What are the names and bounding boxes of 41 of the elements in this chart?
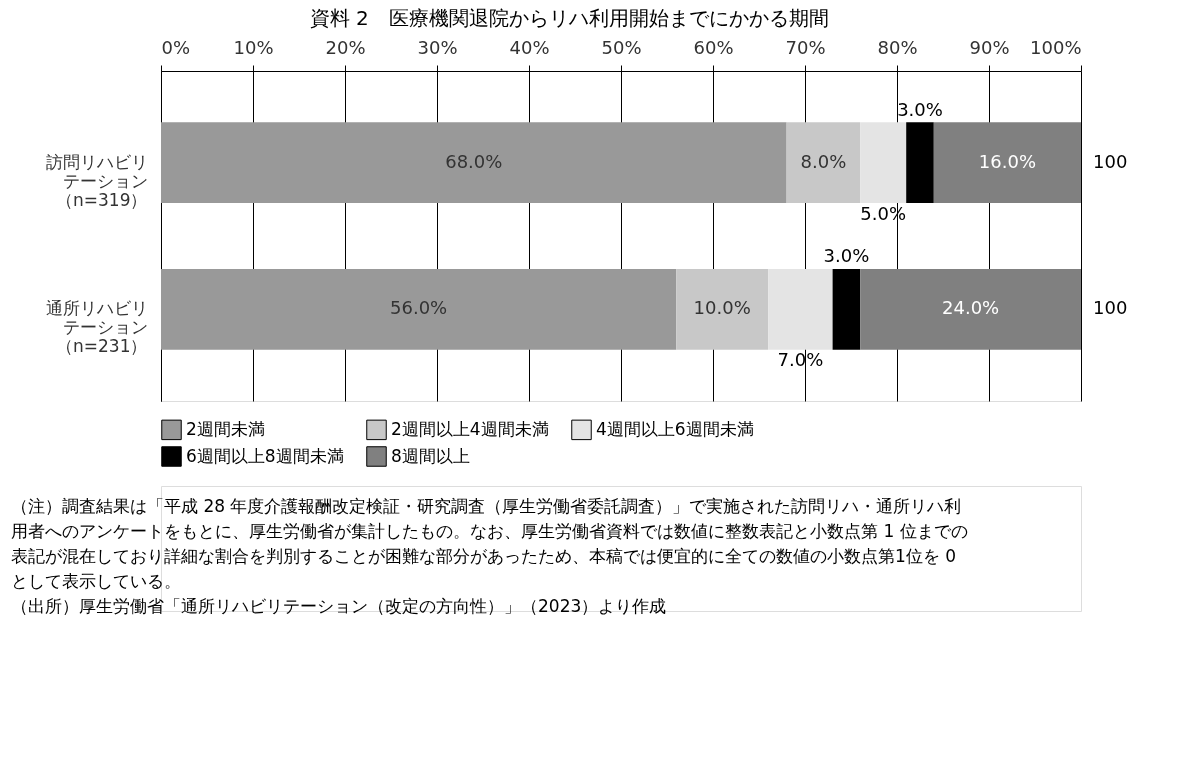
x-tick-label: 10%	[233, 36, 274, 58]
bar	[906, 122, 934, 203]
x-tick-label: 20%	[325, 36, 366, 58]
legend-label: 4週間以上6週間未満	[596, 418, 754, 439]
x-tick-label: 30%	[417, 36, 458, 58]
x-tick-label: 100%	[1030, 36, 1082, 58]
bar	[832, 269, 861, 350]
legend-label: 2週間以上4週間未満	[391, 418, 549, 439]
bar	[768, 269, 833, 350]
bar	[161, 122, 787, 203]
chart-title: 資料 2 医療機関退院からリハ利用開始までにかかる期間	[309, 5, 829, 30]
text: （注）調査結果は「平成 28 年度介護報酬改定検証・研究調査（厚生労働省委託調査）」で実施された訪問リハ・通所リハ利用者へのアンケートをもとに、厚生労働省が集計したもの。なお、厚生労働省資料では数値に整数表記と小数点第 1 位までの表記が混在しており詳細な割合を判別することが困難な部分があったため、本稿では便宜的に全ての数値の小数点第1位を 0 として表示している。	[11, 495, 968, 591]
legend-label: 8週間以上	[391, 445, 470, 466]
legend-label: 6週間以上8週間未満	[186, 445, 344, 466]
total-label: 100	[1093, 150, 1128, 172]
text: （出所）厚生労働省「通所リハビリテーション（改定の方向性）」（2023）より作成	[11, 595, 667, 616]
x-tick-label: 80%	[877, 36, 918, 58]
total-label: 100	[1093, 297, 1128, 319]
x-tick-label: 40%	[509, 36, 550, 58]
data-label: 3.0%	[823, 245, 870, 267]
data-label: 10.0%	[693, 297, 751, 319]
x-tick-label: 50%	[601, 36, 642, 58]
bar	[933, 122, 1081, 203]
x-tick-label: 0%	[161, 36, 191, 58]
x-tick-label: 90%	[969, 36, 1010, 58]
y-tick-label: 訪問リハビリテーション（n=319）	[45, 151, 148, 210]
data-label: 24.0%	[942, 297, 1000, 319]
x-tick-label: 60%	[693, 36, 734, 58]
bar	[786, 122, 861, 203]
data-label: 16.0%	[978, 150, 1036, 172]
data-label: 68.0%	[445, 150, 503, 172]
legend-label: 2週間未満	[186, 418, 265, 439]
bar	[860, 122, 907, 203]
x-tick-label: 70%	[785, 36, 826, 58]
data-label: 8.0%	[800, 150, 847, 172]
bar	[676, 269, 769, 350]
data-label: 3.0%	[897, 98, 943, 120]
bar	[860, 269, 1081, 350]
bar	[161, 269, 677, 350]
data-label: 56.0%	[390, 297, 448, 319]
y-tick-label: 通所リハビリテーション（n=231）	[45, 298, 148, 357]
